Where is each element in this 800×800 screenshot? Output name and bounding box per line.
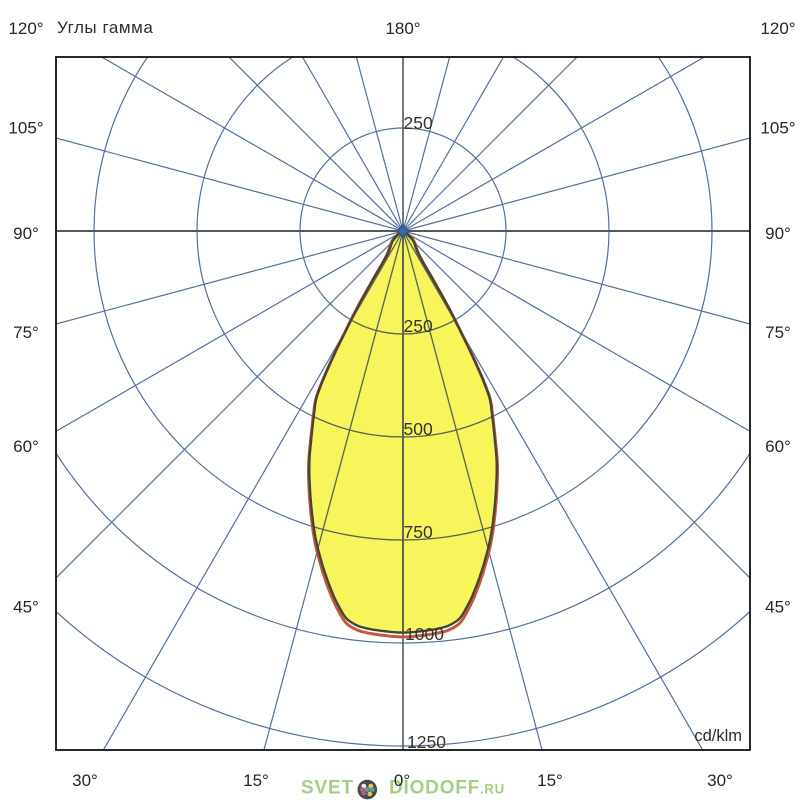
svg-text:105°: 105° [8, 119, 43, 138]
svg-text:750: 750 [404, 522, 433, 542]
svg-text:120°: 120° [8, 19, 43, 38]
svg-text:cd/klm: cd/klm [694, 727, 742, 745]
svg-text:.RU: .RU [480, 782, 505, 797]
svg-text:1000: 1000 [405, 624, 444, 644]
svg-text:500: 500 [404, 419, 433, 439]
svg-text:105°: 105° [760, 119, 795, 138]
svg-text:90°: 90° [13, 224, 39, 243]
svg-text:120°: 120° [760, 19, 795, 38]
svg-text:250: 250 [404, 316, 433, 336]
svg-text:60°: 60° [13, 437, 39, 456]
svg-text:45°: 45° [765, 598, 791, 617]
svg-text:0°: 0° [394, 771, 410, 790]
svg-text:90°: 90° [765, 224, 791, 243]
svg-text:180°: 180° [385, 19, 420, 38]
svg-text:75°: 75° [13, 323, 39, 342]
svg-text:75°: 75° [765, 323, 791, 342]
svg-text:30°: 30° [707, 771, 733, 790]
svg-text:Углы гамма: Углы гамма [57, 18, 153, 37]
svg-text:15°: 15° [537, 771, 563, 790]
svg-text:45°: 45° [13, 598, 39, 617]
svg-text:60°: 60° [765, 437, 791, 456]
svg-text:DIODOFF: DIODOFF [389, 778, 480, 799]
svg-text:15°: 15° [243, 771, 269, 790]
svg-text:250: 250 [404, 113, 433, 133]
svg-text:SVET: SVET [301, 778, 354, 799]
svg-text:1250: 1250 [407, 732, 446, 752]
svg-text:30°: 30° [72, 771, 98, 790]
